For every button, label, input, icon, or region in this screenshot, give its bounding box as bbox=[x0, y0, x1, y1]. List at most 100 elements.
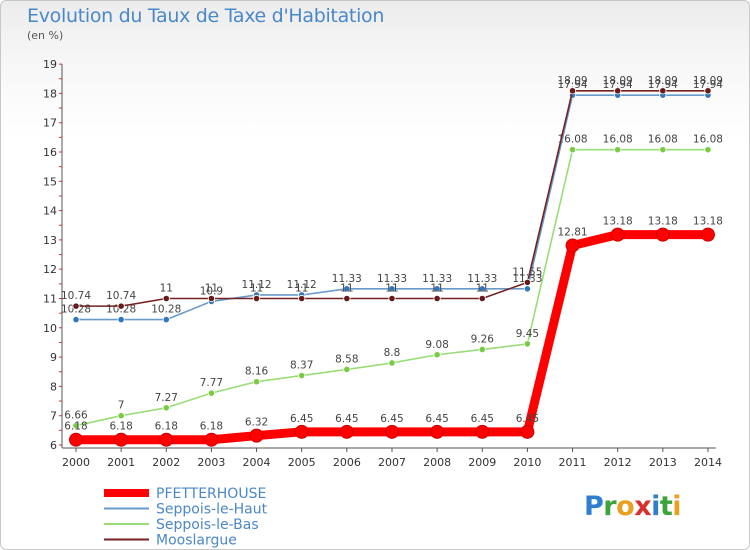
data-label: 16.08 bbox=[648, 134, 678, 146]
data-label: 16.08 bbox=[693, 134, 723, 146]
data-point bbox=[114, 432, 129, 447]
data-label: 6.45 bbox=[335, 413, 358, 425]
data-label: 6.32 bbox=[245, 417, 268, 429]
x-tick-label: 2000 bbox=[62, 456, 90, 469]
logo-letter: o bbox=[616, 491, 635, 522]
data-point bbox=[294, 424, 309, 439]
y-tick-label: 16 bbox=[43, 146, 57, 159]
data-label: 11 bbox=[295, 283, 308, 295]
data-point bbox=[207, 389, 216, 397]
data-point bbox=[655, 227, 670, 242]
data-label: 8.37 bbox=[290, 360, 313, 372]
data-label: 11.33 bbox=[332, 273, 362, 285]
data-label: 6.45 bbox=[516, 413, 539, 425]
data-label: 6.18 bbox=[64, 421, 87, 433]
data-point bbox=[72, 302, 80, 310]
data-point bbox=[430, 424, 445, 439]
data-point bbox=[249, 428, 264, 443]
data-label: 11.12 bbox=[287, 279, 317, 291]
data-label: 7.27 bbox=[155, 392, 178, 404]
data-label: 17.94 bbox=[693, 79, 723, 91]
data-label: 6.18 bbox=[200, 421, 223, 433]
data-point bbox=[475, 424, 490, 439]
data-label: 11.55 bbox=[512, 266, 542, 278]
data-label: 18.09 bbox=[603, 75, 633, 87]
data-point bbox=[162, 294, 170, 303]
data-point bbox=[478, 345, 486, 354]
y-tick-label: 13 bbox=[43, 234, 57, 247]
data-label: 17.94 bbox=[648, 79, 678, 91]
legend-label: Seppois-le-Haut bbox=[156, 502, 268, 518]
data-label: 11.12 bbox=[242, 279, 272, 291]
y-tick-label: 17 bbox=[43, 117, 57, 130]
data-point bbox=[523, 285, 532, 293]
x-tick-label: 2001 bbox=[107, 456, 135, 469]
data-point bbox=[117, 302, 125, 310]
data-label: 13.18 bbox=[648, 216, 678, 228]
data-point bbox=[298, 371, 306, 380]
x-tick-label: 2008 bbox=[423, 456, 451, 469]
data-label: 10.74 bbox=[106, 290, 136, 302]
series-mooslargue: 10.74 10.74 11 11 11 11 11 11 11 11 11.55 18.09 18.0… bbox=[61, 75, 723, 310]
y-tick-label: 11 bbox=[43, 293, 57, 306]
data-point bbox=[69, 432, 83, 447]
data-point bbox=[343, 365, 351, 374]
data-label: 11.33 bbox=[467, 273, 497, 285]
data-point bbox=[298, 294, 306, 303]
x-tick-label: 2002 bbox=[152, 456, 180, 469]
legend-label: Mooslargue bbox=[156, 533, 237, 549]
data-point bbox=[700, 227, 715, 242]
data-point bbox=[523, 340, 532, 348]
data-label: 13.18 bbox=[693, 216, 723, 228]
data-point bbox=[339, 424, 354, 439]
x-tick-label: 2014 bbox=[694, 456, 722, 469]
data-label: 9.08 bbox=[425, 339, 448, 351]
data-label: 16.08 bbox=[603, 134, 633, 146]
data-point bbox=[478, 294, 486, 303]
data-label: 9.45 bbox=[516, 328, 539, 340]
data-point bbox=[478, 285, 486, 293]
legend-label: Seppois-le-Bas bbox=[156, 517, 259, 533]
data-label: 6.18 bbox=[109, 421, 132, 433]
logo-letter: i bbox=[651, 491, 660, 522]
data-label: 6.18 bbox=[155, 421, 178, 433]
data-point bbox=[565, 238, 580, 253]
data-point bbox=[252, 294, 261, 303]
x-tick-label: 2004 bbox=[243, 456, 271, 469]
data-label: 17.94 bbox=[558, 79, 588, 91]
data-point bbox=[523, 278, 532, 286]
data-label: 7 bbox=[118, 400, 125, 412]
data-point bbox=[568, 87, 577, 95]
data-point bbox=[433, 294, 441, 303]
y-tick-label: 6 bbox=[50, 439, 57, 452]
data-point bbox=[704, 146, 712, 154]
data-label: 13.18 bbox=[603, 216, 633, 228]
x-tick-label: 2011 bbox=[559, 456, 587, 469]
data-label: 18.09 bbox=[558, 75, 588, 87]
y-tick-label: 10 bbox=[43, 322, 57, 335]
data-label: 7.77 bbox=[200, 377, 223, 389]
data-point bbox=[610, 227, 625, 242]
y-tick-label: 8 bbox=[50, 380, 57, 393]
data-point bbox=[388, 285, 396, 293]
data-point bbox=[162, 404, 170, 412]
data-label: 10.28 bbox=[151, 304, 181, 316]
y-tick-label: 19 bbox=[43, 58, 57, 71]
x-tick-label: 2013 bbox=[649, 456, 677, 469]
data-point bbox=[659, 146, 667, 154]
data-label: 6.45 bbox=[425, 413, 448, 425]
logo-letter: x bbox=[634, 491, 652, 522]
y-tick-label: 12 bbox=[43, 263, 57, 276]
data-point bbox=[117, 315, 125, 324]
y-unit-label: (en %) bbox=[27, 29, 64, 42]
data-point bbox=[568, 146, 577, 154]
data-label: 6.45 bbox=[290, 413, 313, 425]
series-seppois-le-bas: 6.66 7 7.27 7.77 8.16 8.37 8.58 8.8 9.08 9.26 9.45… bbox=[64, 134, 723, 430]
data-point bbox=[117, 412, 125, 420]
x-tick-label: 2003 bbox=[197, 456, 225, 469]
data-label: 11 bbox=[205, 283, 218, 295]
legend-label: PFETTERHOUSE bbox=[156, 486, 266, 502]
x-tick-label: 2010 bbox=[513, 456, 541, 469]
data-point bbox=[252, 378, 261, 386]
logo-letter: r bbox=[603, 491, 617, 522]
